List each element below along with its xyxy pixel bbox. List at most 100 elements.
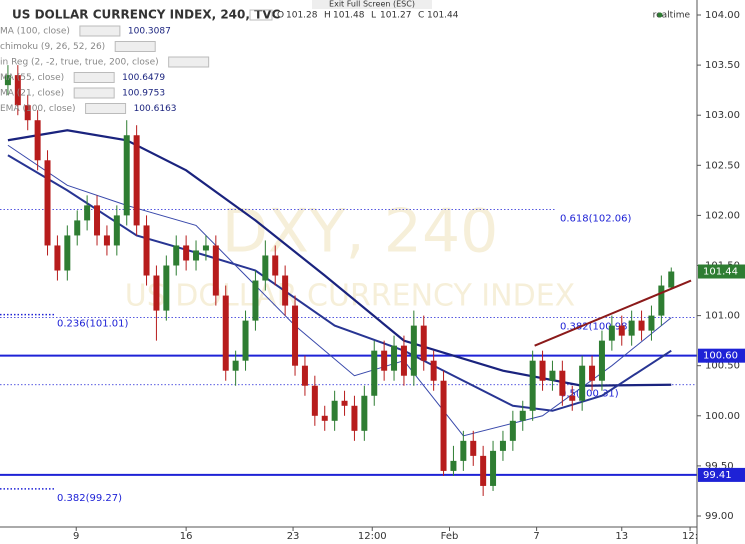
- x-tick-label: 13: [615, 531, 628, 542]
- y-tick-label: 99.50: [705, 461, 734, 472]
- candle-body: [371, 350, 378, 396]
- y-tick-label: 99.00: [705, 511, 734, 522]
- x-tick-label: 7: [533, 531, 539, 542]
- candle-body: [193, 250, 200, 261]
- y-tick-label: 103.00: [705, 110, 740, 121]
- indicator-name: in Reg (2, -2, true, true, 200, close): [0, 58, 159, 68]
- candle-body: [153, 275, 160, 311]
- indicator-buttons[interactable]: [73, 72, 115, 83]
- y-tick-label: 102.00: [705, 210, 740, 221]
- header: O 101.28 H 101.48 L 101.27 C 101.44 MA (100, clo…: [0, 9, 459, 114]
- candle-body: [470, 440, 477, 456]
- exit-fullscreen-text[interactable]: Exit Full Screen (ESC): [329, 0, 415, 9]
- header-buttons[interactable]: [249, 9, 273, 21]
- realtime-dot: [657, 12, 663, 18]
- candle-body: [4, 75, 11, 86]
- ohlc-value: 101.44: [427, 11, 459, 21]
- y-tick-label: 103.50: [705, 60, 740, 71]
- x-tick-label: 12:: [682, 531, 698, 542]
- ohlc-value: 101.28: [286, 11, 318, 21]
- candle-body: [54, 245, 61, 271]
- y-tick-label: 100.00: [705, 411, 740, 422]
- price-tag: [698, 348, 745, 363]
- candle-body: [301, 365, 308, 386]
- candle-body: [480, 455, 487, 486]
- indicator-buttons[interactable]: [73, 87, 115, 99]
- ohlc-label: O: [277, 11, 284, 21]
- candle-body: [608, 325, 615, 341]
- candle-body: [123, 135, 130, 216]
- fib-label: 0.382(99.27): [57, 493, 122, 504]
- moving-average: [7, 144, 672, 437]
- candle-body: [232, 360, 239, 371]
- candle-body: [490, 450, 497, 486]
- ohlc-value: 101.27: [380, 11, 412, 21]
- exit-fullscreen[interactable]: [312, 0, 432, 9]
- candle-body: [450, 460, 457, 471]
- candle-body: [391, 345, 398, 371]
- candle-body: [173, 245, 180, 266]
- indicator-buttons[interactable]: [79, 25, 121, 37]
- candle-body: [24, 105, 31, 121]
- candle-body: [143, 225, 150, 276]
- candle-body: [341, 400, 348, 406]
- fib-label: 0.382(100.98): [560, 322, 632, 333]
- ohlc-label: C: [418, 11, 424, 21]
- candle-body: [539, 360, 546, 381]
- x-tick-label: 9: [73, 531, 79, 542]
- ohlc-value: 101.48: [333, 11, 365, 21]
- candle-body: [529, 360, 536, 411]
- candle-body: [331, 400, 338, 421]
- candle-body: [311, 385, 318, 416]
- y-tick-label: 100.50: [705, 361, 740, 372]
- candle-body: [163, 265, 170, 311]
- plot-area: 0.618(102.06) 0.236(101.01) 0.382(100.98) 0…: [0, 65, 697, 504]
- candle-body: [242, 320, 249, 361]
- fib-label: 0.618(102.06): [560, 213, 632, 224]
- indicator-value: 100.3087: [128, 27, 171, 37]
- indicator-name: EMA (100, close): [0, 104, 76, 114]
- candle-body: [549, 370, 556, 381]
- candle-body: [183, 245, 190, 261]
- candle-body: [648, 315, 655, 331]
- candle-body: [579, 365, 586, 401]
- candle-body: [252, 280, 259, 321]
- candle-body: [658, 285, 665, 316]
- candle-body: [638, 320, 645, 331]
- price-tag-label: 99.41: [703, 470, 732, 481]
- candle-body: [74, 220, 81, 236]
- candle-body: [222, 295, 229, 371]
- candle-body: [628, 320, 635, 336]
- candle-body: [44, 160, 51, 246]
- indicator-name: MA (100, close): [0, 27, 70, 37]
- x-tick-label: 23: [287, 531, 300, 542]
- candle-body: [509, 420, 516, 441]
- candle-body: [133, 135, 140, 226]
- candle-body: [559, 370, 566, 396]
- indicator-buttons[interactable]: [114, 41, 156, 52]
- trendline: [534, 279, 692, 347]
- indicator-buttons[interactable]: [85, 103, 127, 114]
- candle-body: [618, 325, 625, 336]
- x-tick-label: 12:00: [358, 531, 387, 542]
- candle-body: [292, 305, 299, 366]
- candle-body: [272, 255, 279, 276]
- candle-body: [400, 345, 407, 376]
- indicator-buttons[interactable]: [168, 56, 210, 68]
- candle-body: [212, 245, 219, 296]
- candle-body: [94, 205, 101, 236]
- candle-body: [361, 395, 368, 431]
- candle-body: [410, 325, 417, 376]
- moving-average: [7, 154, 672, 412]
- candle-body: [420, 325, 427, 361]
- ohlc-label: H: [324, 11, 331, 21]
- candle-body: [34, 120, 41, 161]
- indicator-name: MA (55, close): [0, 73, 64, 83]
- candle-body: [381, 350, 388, 371]
- last-price-tag: [698, 264, 745, 279]
- candle-body: [103, 235, 110, 246]
- last-price-label: 101.44: [703, 267, 738, 278]
